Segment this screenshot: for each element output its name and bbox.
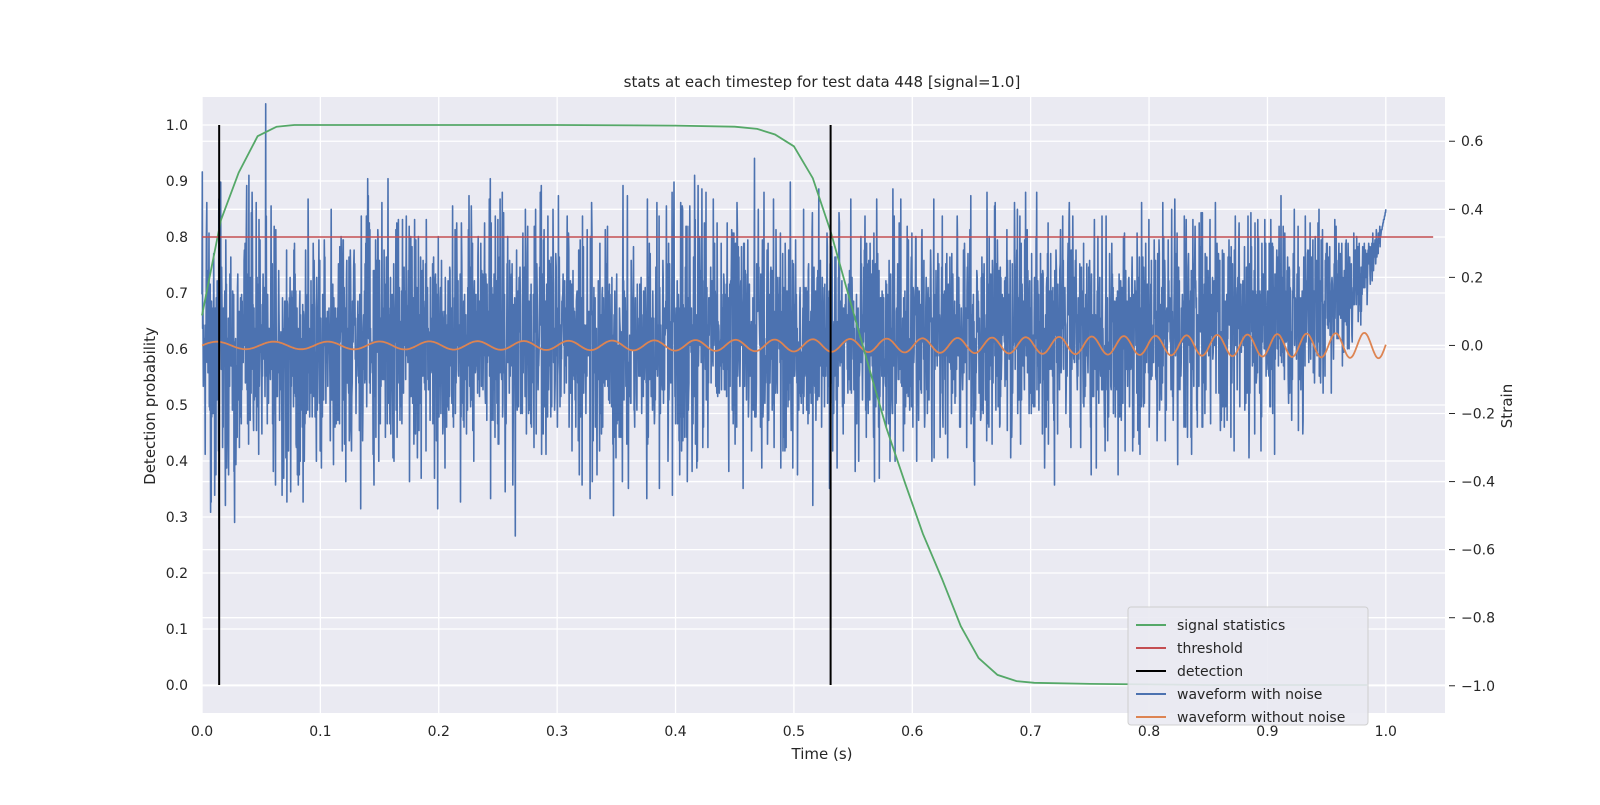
- x-tick-label: 1.0: [1375, 724, 1397, 740]
- legend-box: [1127, 606, 1369, 726]
- y-right-tick-label: −0.6: [1461, 543, 1495, 559]
- x-tick-label: 0.1: [309, 724, 331, 740]
- legend: signal statistics threshold detection wavef…: [1127, 606, 1369, 726]
- y-right-tick-label: −0.2: [1461, 407, 1495, 423]
- x-axis-label: Time (s): [791, 745, 853, 763]
- y-tick-label: 0.7: [166, 286, 188, 302]
- y-tick-label: 0.9: [166, 174, 188, 190]
- y-tick-label: 0.5: [166, 398, 188, 414]
- y-axis-label: Detection probability: [141, 327, 159, 485]
- y-tick-label: 0.8: [166, 230, 188, 246]
- x-tick-label: 0.6: [901, 724, 923, 740]
- x-tick-label: 0.4: [664, 724, 686, 740]
- y-axis-label-right: Strain: [1498, 384, 1516, 428]
- series-signal-statistics: [201, 124, 1367, 686]
- x-tick-label: 0.7: [1020, 724, 1042, 740]
- y-right-tick-label: 0.0: [1461, 338, 1483, 354]
- x-tick-label: 0.0: [191, 724, 213, 740]
- y-tick-label: 0.2: [166, 566, 188, 582]
- y-tick-label: 0.0: [166, 678, 188, 694]
- legend-label: waveform with noise: [1177, 687, 1322, 703]
- y-tick-label: 0.6: [166, 342, 188, 358]
- y-tick-label: 0.1: [166, 622, 188, 638]
- y-right-tick-label: 0.6: [1461, 134, 1483, 150]
- legend-label: threshold: [1177, 641, 1243, 657]
- axes: 0.0 0.1 0.2 0.3 0.4 0.5 0.6 0.7 0.8 0.9 1.0 0.0 0.1 0…: [166, 118, 1495, 740]
- y-tick-label: 0.4: [166, 454, 188, 470]
- series-waveform-without-noise: [201, 331, 1387, 360]
- chart-title: stats at each timestep for test data 448…: [624, 73, 1021, 91]
- series-waveform-with-noise: [201, 103, 1387, 537]
- y-right-tick-label: −0.4: [1461, 475, 1495, 491]
- x-tick-label: 0.2: [428, 724, 450, 740]
- y-right-tick-label: −1.0: [1461, 679, 1495, 695]
- legend-label: detection: [1177, 664, 1243, 680]
- y-tick-label: 1.0: [166, 118, 188, 134]
- x-tick-label: 0.5: [783, 724, 805, 740]
- y-right-tick-label: 0.4: [1461, 202, 1483, 218]
- x-tick-label: 0.3: [546, 724, 568, 740]
- legend-label: waveform without noise: [1177, 710, 1345, 726]
- legend-label: signal statistics: [1177, 618, 1285, 634]
- x-tick-label: 0.8: [1138, 724, 1160, 740]
- series-layer: [201, 103, 1434, 686]
- y-right-tick-label: 0.2: [1461, 270, 1483, 286]
- y-tick-label: 0.3: [166, 510, 188, 526]
- y-right-tick-label: −0.8: [1461, 611, 1495, 627]
- x-tick-label: 0.9: [1256, 724, 1278, 740]
